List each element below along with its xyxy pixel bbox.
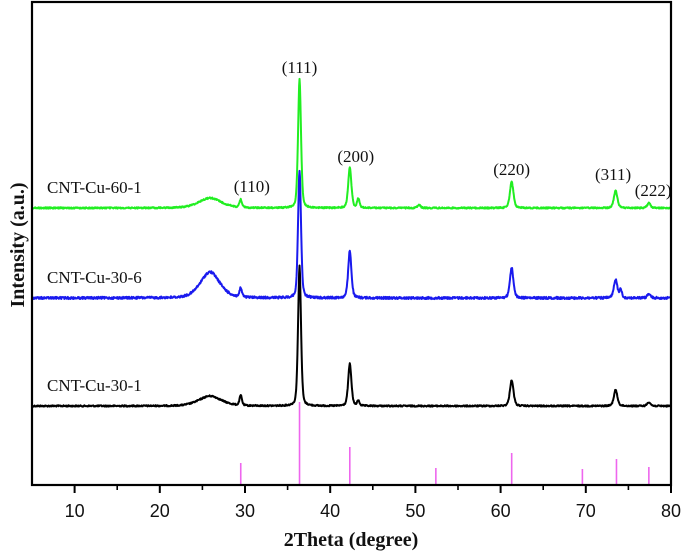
hkl-annotations: (110) (111) (200) (220) (311)(222) bbox=[234, 58, 672, 200]
trace-cnt-cu-30-6 bbox=[31, 169, 672, 301]
hkl-label: (311) bbox=[595, 165, 631, 184]
y-axis-title: Intensity (a.u.) bbox=[7, 182, 29, 307]
hkl-label: (200) bbox=[337, 147, 374, 166]
x-tick-label: 20 bbox=[150, 501, 170, 521]
trace-cnt-cu-60-1 bbox=[31, 77, 672, 210]
hkl-label: (222) bbox=[635, 181, 672, 200]
x-axis-title: 2Theta (degree) bbox=[284, 529, 419, 551]
x-tick-label: 50 bbox=[405, 501, 425, 521]
reference-pattern-sticks bbox=[239, 402, 650, 485]
x-tick-label: 10 bbox=[65, 501, 85, 521]
xrd-traces bbox=[31, 77, 672, 408]
x-tick-label: 40 bbox=[320, 501, 340, 521]
hkl-label: (110) bbox=[234, 177, 270, 196]
x-tick-label: 30 bbox=[235, 501, 255, 521]
x-axis-ticks: 10 20 30 40 50 60 70 80 bbox=[65, 485, 681, 521]
x-tick-label: 60 bbox=[491, 501, 511, 521]
series-label: CNT-Cu-30-6 bbox=[47, 268, 142, 287]
series-label: CNT-Cu-30-1 bbox=[47, 376, 142, 395]
hkl-label: (220) bbox=[493, 160, 530, 179]
series-label: CNT-Cu-60-1 bbox=[47, 178, 142, 197]
x-tick-label: 70 bbox=[576, 501, 596, 521]
hkl-label: (111) bbox=[282, 58, 318, 77]
trace-cnt-cu-30-1 bbox=[31, 264, 672, 408]
x-tick-label: 80 bbox=[661, 501, 681, 521]
plot-frame bbox=[30, 0, 673, 487]
series-labels: CNT-Cu-60-1 CNT-Cu-30-6 CNT-Cu-30-1 bbox=[47, 178, 142, 395]
